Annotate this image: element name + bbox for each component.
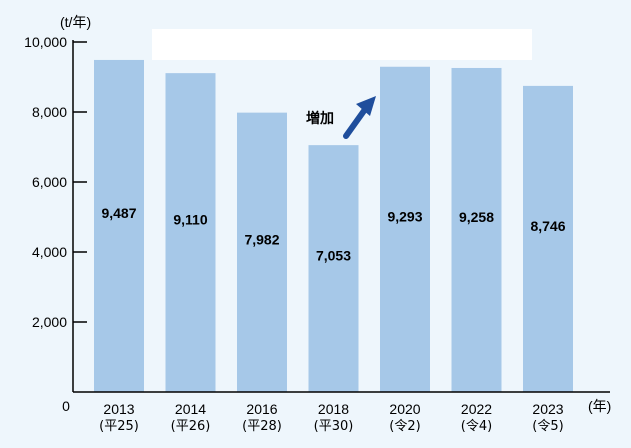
y-unit-label: (t/年): [60, 14, 91, 30]
bar-2018: [308, 145, 359, 392]
y-tick-label-8000: 8,000: [32, 104, 67, 120]
value-label-2023: 8,746: [530, 218, 565, 234]
value-label-2013: 9,487: [101, 205, 136, 221]
bar-2014: [165, 73, 216, 393]
bar-2020: [380, 66, 430, 393]
title-placeholder-box: [152, 29, 532, 60]
era-label-2016: (平28): [242, 419, 282, 434]
value-label-2022: 9,258: [459, 209, 494, 225]
bar-2023: [523, 85, 573, 392]
x-tick-label-2014: 2014: [175, 401, 206, 417]
era-label-2020: (令2): [389, 419, 420, 434]
value-label-2016: 7,982: [244, 231, 279, 247]
x-tick-label-2016: 2016: [246, 401, 277, 417]
era-label-2022: (令4): [461, 419, 492, 434]
value-label-2014: 9,110: [173, 212, 207, 228]
increase-arrow-icon: [343, 96, 376, 139]
x-tick-label-2022: 2022: [461, 401, 492, 417]
y-tick-label-2000: 2,000: [32, 314, 67, 330]
increase-annotation: 増加: [306, 110, 334, 127]
era-label-2023: (令5): [532, 419, 563, 434]
bar-2022: [451, 67, 502, 392]
y-tick-label-0: 0: [62, 398, 70, 414]
labels-layer: 9,487 2013 (平25) 9,110 2014 (平26) 7,982 2016 (平2…: [24, 34, 566, 434]
bar-2016: [237, 112, 287, 392]
x-tick-label-2018: 2018: [318, 401, 349, 417]
x-tick-label-2023: 2023: [532, 401, 563, 417]
value-label-2018: 7,053: [316, 248, 351, 264]
value-label-2020: 9,293: [387, 208, 422, 224]
y-tick-label-4000: 4,000: [32, 244, 67, 260]
era-label-2018: (平30): [314, 419, 354, 434]
y-tick-label-6000: 6,000: [32, 174, 67, 190]
x-unit-label: (年): [588, 398, 611, 414]
x-tick-label-2020: 2020: [389, 401, 420, 417]
bars-layer: [94, 59, 573, 393]
axis-layer: [72, 40, 610, 393]
x-tick-label-2013: 2013: [103, 401, 134, 417]
era-label-2014: (平26): [171, 419, 211, 434]
y-tick-label-10000: 10,000: [24, 34, 67, 50]
bar-2013: [94, 59, 144, 393]
era-label-2013: (平25): [99, 419, 139, 434]
